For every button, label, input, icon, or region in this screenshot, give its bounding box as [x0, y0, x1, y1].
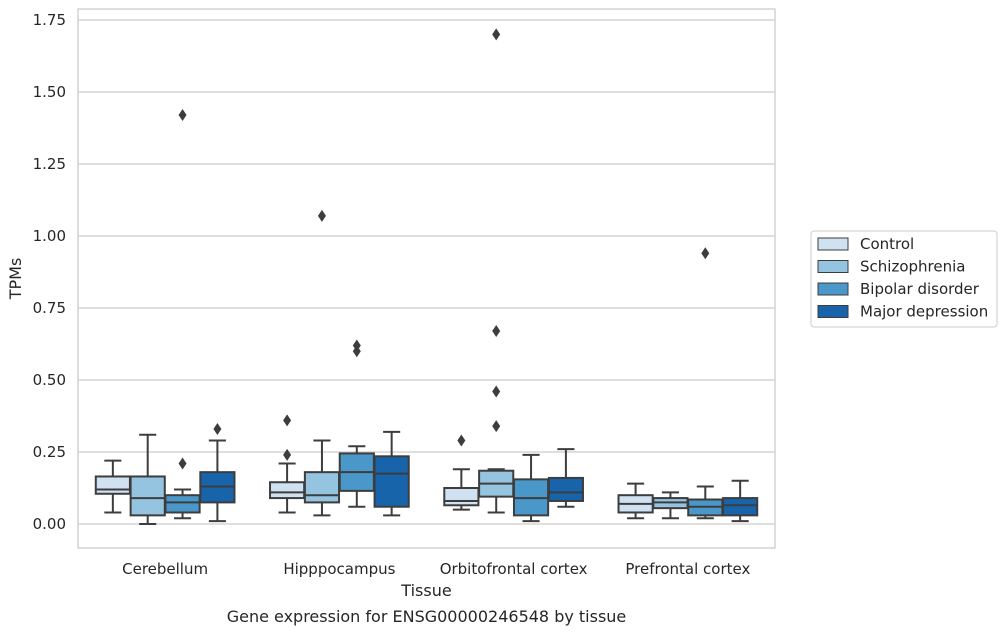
box-bipolar-disorder	[164, 109, 201, 520]
outlier-point	[283, 448, 292, 461]
box-body	[129, 475, 166, 517]
y-tick-label: 0.50	[33, 371, 66, 389]
legend-item: Major depression	[817, 303, 988, 321]
legend-item: Control	[817, 235, 914, 253]
outlier-point	[317, 209, 326, 222]
box-body	[269, 481, 306, 500]
y-tick-label: 0.25	[33, 443, 66, 461]
outlier-point	[213, 422, 222, 435]
y-tick-label: 0.00	[33, 515, 66, 533]
x-tick-label: Cerebellum	[122, 560, 208, 578]
legend-label: Control	[860, 235, 914, 253]
legend-swatch	[817, 305, 849, 318]
legend-frame	[810, 230, 998, 328]
outlier-point	[701, 247, 710, 260]
box-body	[547, 476, 584, 502]
box-control	[94, 459, 131, 514]
box-bipolar-disorder	[512, 453, 550, 523]
x-tick-label: Prefrontal cortex	[625, 560, 750, 578]
box-major-depression	[547, 448, 584, 508]
x-tick-label: Hipppocampus	[283, 560, 395, 578]
y-tick-label: 1.75	[33, 11, 66, 29]
y-tick-labels: 0.00 0.25 0.50 0.75 1.00 1.25 1.50 1.75	[33, 11, 66, 533]
chart-caption: Gene expression for ENSG00000246548 by t…	[227, 607, 627, 626]
y-grid-lines	[78, 19, 775, 525]
outlier-point	[178, 457, 187, 470]
box-major-depression	[722, 479, 759, 523]
outlier-point	[283, 414, 292, 427]
legend-swatch	[817, 260, 849, 273]
outlier-point	[492, 420, 501, 433]
outlier-point	[352, 339, 361, 352]
box-schizophrenia	[129, 433, 166, 525]
box-body	[373, 455, 410, 508]
box-body	[443, 487, 480, 507]
legend: Control Schizophrenia Bipolar disorder Majo…	[810, 230, 998, 328]
legend-item: Schizophrenia	[817, 258, 965, 276]
x-tick-label: Orbitofrontal cortex	[440, 560, 588, 578]
legend-label: Major depression	[860, 303, 988, 321]
box-control	[617, 482, 654, 520]
y-tick-label: 1.00	[33, 227, 66, 245]
box-body	[94, 475, 131, 495]
box-bipolar-disorder	[687, 247, 724, 520]
x-tick-labels: Cerebellum Hipppocampus Orbitofrontal cort…	[122, 560, 750, 578]
box-major-depression	[199, 422, 236, 523]
y-tick-label: 0.75	[33, 299, 66, 317]
box-body	[164, 494, 201, 514]
box-control	[269, 414, 306, 514]
box-bipolar-disorder	[338, 339, 375, 508]
box-schizophrenia	[303, 209, 341, 517]
outlier-point	[492, 325, 501, 338]
outlier-point	[178, 109, 187, 122]
legend-swatch	[817, 237, 849, 251]
y-tick-label: 1.25	[33, 155, 66, 173]
box-major-depression	[373, 430, 410, 517]
outlier-point	[457, 434, 466, 447]
outlier-point	[492, 28, 501, 41]
legend-swatch	[817, 282, 849, 296]
legend-item: Bipolar disorder	[817, 280, 980, 298]
box-body	[303, 471, 341, 504]
outlier-point	[492, 385, 501, 398]
x-axis-label: Tissue	[400, 581, 451, 600]
y-tick-label: 1.50	[33, 83, 66, 101]
box-body	[722, 497, 759, 517]
legend-label: Schizophrenia	[860, 258, 965, 276]
box-schizophrenia	[652, 491, 689, 520]
y-axis-label: TPMs	[6, 258, 25, 301]
plot-area-frame	[77, 8, 776, 549]
box-control	[443, 434, 480, 511]
boxes	[94, 28, 759, 525]
legend-label: Bipolar disorder	[860, 280, 980, 298]
box-schizophrenia	[478, 28, 515, 514]
